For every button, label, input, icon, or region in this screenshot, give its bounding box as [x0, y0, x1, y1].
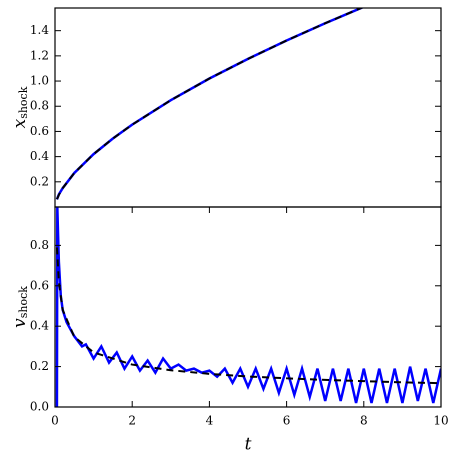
y-tick-label: 1.2 — [30, 48, 49, 62]
y-axis-label-main: x — [10, 118, 30, 128]
y-tick-label: 0.8 — [30, 238, 49, 252]
dashed-line — [56, 8, 364, 200]
axes-frame — [54, 206, 442, 408]
y-tick-label: 0.4 — [30, 149, 49, 163]
x-tick-label: 10 — [433, 414, 448, 428]
y-axis-label-main: v — [10, 318, 30, 328]
x-tick-label: 6 — [283, 414, 291, 428]
y-axis-label-sub: shock — [17, 86, 30, 119]
data-line — [55, 207, 441, 407]
y-tick-label: 1.4 — [30, 23, 49, 37]
y-tick-label: 0.6 — [30, 124, 49, 138]
dashed-line — [55, 247, 441, 385]
y-tick-label: 0.6 — [30, 278, 49, 292]
y-axis-label: xshock — [10, 86, 31, 128]
x-axis-label: t — [245, 435, 252, 455]
y-tick-label: 1.0 — [30, 74, 49, 88]
x-tick-label: 4 — [206, 414, 214, 428]
x-tick-label: 2 — [128, 414, 136, 428]
axes-frame — [54, 7, 442, 208]
y-tick-label: 0.8 — [30, 99, 49, 113]
data-line — [55, 8, 365, 200]
y-tick-label: 0.2 — [30, 359, 49, 373]
x-tick-label: 8 — [360, 414, 368, 428]
y-tick-label: 0.4 — [30, 319, 49, 333]
y-tick-label: 0.0 — [30, 400, 49, 414]
x-tick-label: 0 — [51, 414, 59, 428]
y-tick-label: 0.2 — [30, 174, 49, 188]
y-axis-label-sub: shock — [17, 286, 30, 319]
y-axis-label: vshock — [10, 286, 31, 328]
